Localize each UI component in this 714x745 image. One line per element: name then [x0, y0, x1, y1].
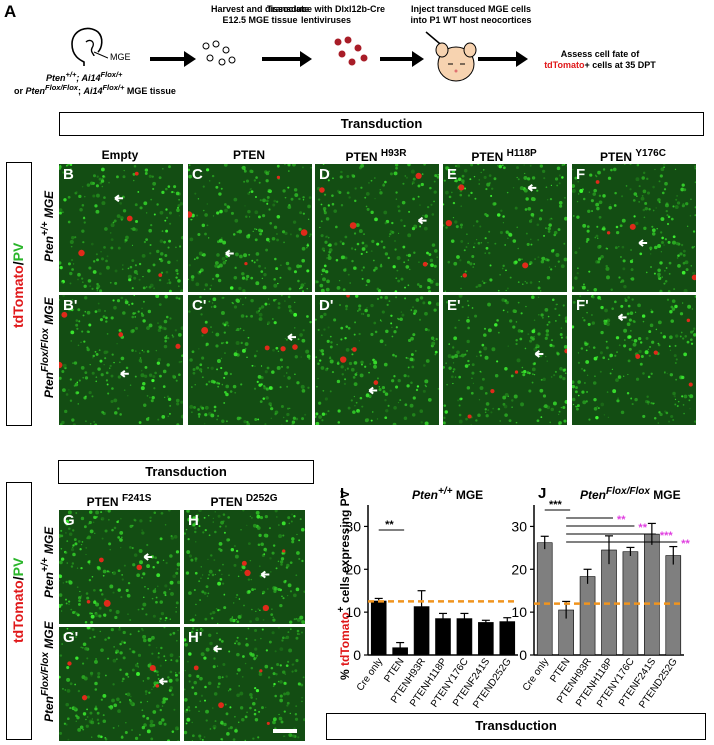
panel-label: E — [447, 166, 458, 183]
significance-label-0: ** — [385, 519, 394, 531]
panel-label: B' — [63, 297, 78, 314]
significance-label-3: *** — [660, 530, 674, 542]
micrograph-h-prime: H' — [184, 627, 305, 741]
dissociated-cells-icon — [202, 40, 236, 66]
panel-label: F — [576, 166, 586, 183]
chart-title-j: PtenFlox/Flox MGE — [580, 486, 681, 502]
panel-label: H' — [188, 629, 203, 646]
y-tick-label: 20 — [345, 561, 361, 577]
scale-bar — [273, 729, 297, 733]
col-title-empty: Empty — [101, 148, 139, 162]
chart-title-i: Pten+/+ MGE — [412, 486, 484, 502]
col-title-h93r: PTEN H93R — [345, 148, 407, 164]
y-tick-label: 0 — [519, 647, 527, 663]
significance-label-4: ** — [681, 538, 690, 550]
col-title-f241s: PTEN F241S — [86, 493, 152, 509]
mge-label: MGE — [110, 52, 131, 62]
step3-text: Inject transduced MGE cells into P1 WT ho… — [410, 4, 532, 25]
panel-label: G — [63, 512, 75, 529]
transduction-header-bottom: Transduction — [58, 460, 314, 484]
bar-4 — [456, 618, 473, 656]
micrograph-c: C — [188, 164, 312, 292]
micrograph-h: H — [184, 510, 305, 624]
significance-label-1: ** — [617, 514, 626, 526]
micrograph-b-prime: B' — [59, 295, 183, 425]
col-title-y176c: PTEN Y176C — [600, 148, 666, 164]
step2-text: Transduce with Dlxl12b-Cre lentiviruses — [266, 4, 386, 25]
micrograph-d: D — [315, 164, 439, 292]
stain-label-box-bottom — [6, 482, 32, 740]
transduction-header-top: Transduction — [59, 112, 704, 136]
arrow-4 — [478, 51, 528, 67]
genotype-line1: Pten+/+; Ai14Flox/+ — [46, 70, 123, 83]
y-tick-label: 10 — [511, 604, 527, 620]
panel-label: D — [319, 166, 330, 183]
col-title-h118p: PTEN H118P — [471, 148, 537, 164]
significance-label-2: ** — [638, 522, 647, 534]
micrograph-b: B — [59, 164, 183, 292]
panel-label: D' — [319, 297, 334, 314]
micrograph-e: E — [443, 164, 567, 292]
arrow-2 — [262, 51, 312, 67]
micrograph-g-prime: G' — [59, 627, 180, 741]
micrograph-g: G — [59, 510, 180, 624]
bar-3 — [435, 618, 451, 656]
bar-6 — [499, 621, 516, 656]
bar-0 — [370, 600, 387, 656]
col-title-pten: PTEN — [232, 148, 265, 162]
col-title-d252g: PTEN D252G — [210, 493, 278, 509]
arrow-1 — [150, 51, 196, 67]
step4-text: Assess cell fate of tdTomato+ cells at 3… — [544, 49, 656, 70]
micrograph-d-prime: D' — [315, 295, 439, 425]
schematic: MGE Pten+/+; Ai14Flox/+ or PtenFlox/Flox… — [0, 0, 714, 100]
panel-label: H — [188, 512, 199, 529]
micrograph-c-prime: C' — [188, 295, 312, 425]
stain-label-box-top — [6, 162, 32, 426]
panel-letter-a: A — [4, 2, 17, 21]
bar-0 — [536, 542, 553, 656]
transduced-cells-icon — [334, 36, 368, 66]
panel-label: C — [192, 166, 203, 183]
panel-label: B — [63, 166, 74, 183]
y-tick-label: 10 — [345, 604, 361, 620]
panel-label: G' — [63, 629, 79, 646]
genotype-line2: or PtenFlox/Flox; Ai14Flox/+ MGE tissue — [14, 83, 176, 96]
significance-label-0: *** — [549, 499, 563, 511]
transduction-footer: Transduction — [326, 713, 706, 740]
micrograph-f-prime: F' — [572, 295, 696, 425]
y-tick-label: 20 — [511, 561, 527, 577]
micrograph-f: F — [572, 164, 696, 292]
panel-letter-i: I — [340, 485, 345, 502]
embryo-head-icon — [71, 27, 108, 66]
y-tick-label: 30 — [345, 518, 361, 534]
micrograph-e-prime: E' — [443, 295, 567, 425]
arrow-3 — [380, 51, 424, 67]
panel-label: C' — [192, 297, 207, 314]
panel-label: E' — [447, 297, 461, 314]
bar-2 — [579, 576, 596, 656]
pup-injection-icon — [425, 31, 477, 82]
panel-label: F' — [576, 297, 589, 314]
bar-6 — [665, 555, 682, 656]
y-tick-label: 30 — [511, 518, 527, 534]
step1-text: Harvest and dissociate E12.5 MGE tissue — [210, 4, 310, 25]
bar-5 — [644, 533, 660, 656]
y-tick-label: 0 — [353, 647, 361, 663]
panel-letter-j: J — [538, 485, 547, 502]
bar-5 — [478, 622, 494, 656]
